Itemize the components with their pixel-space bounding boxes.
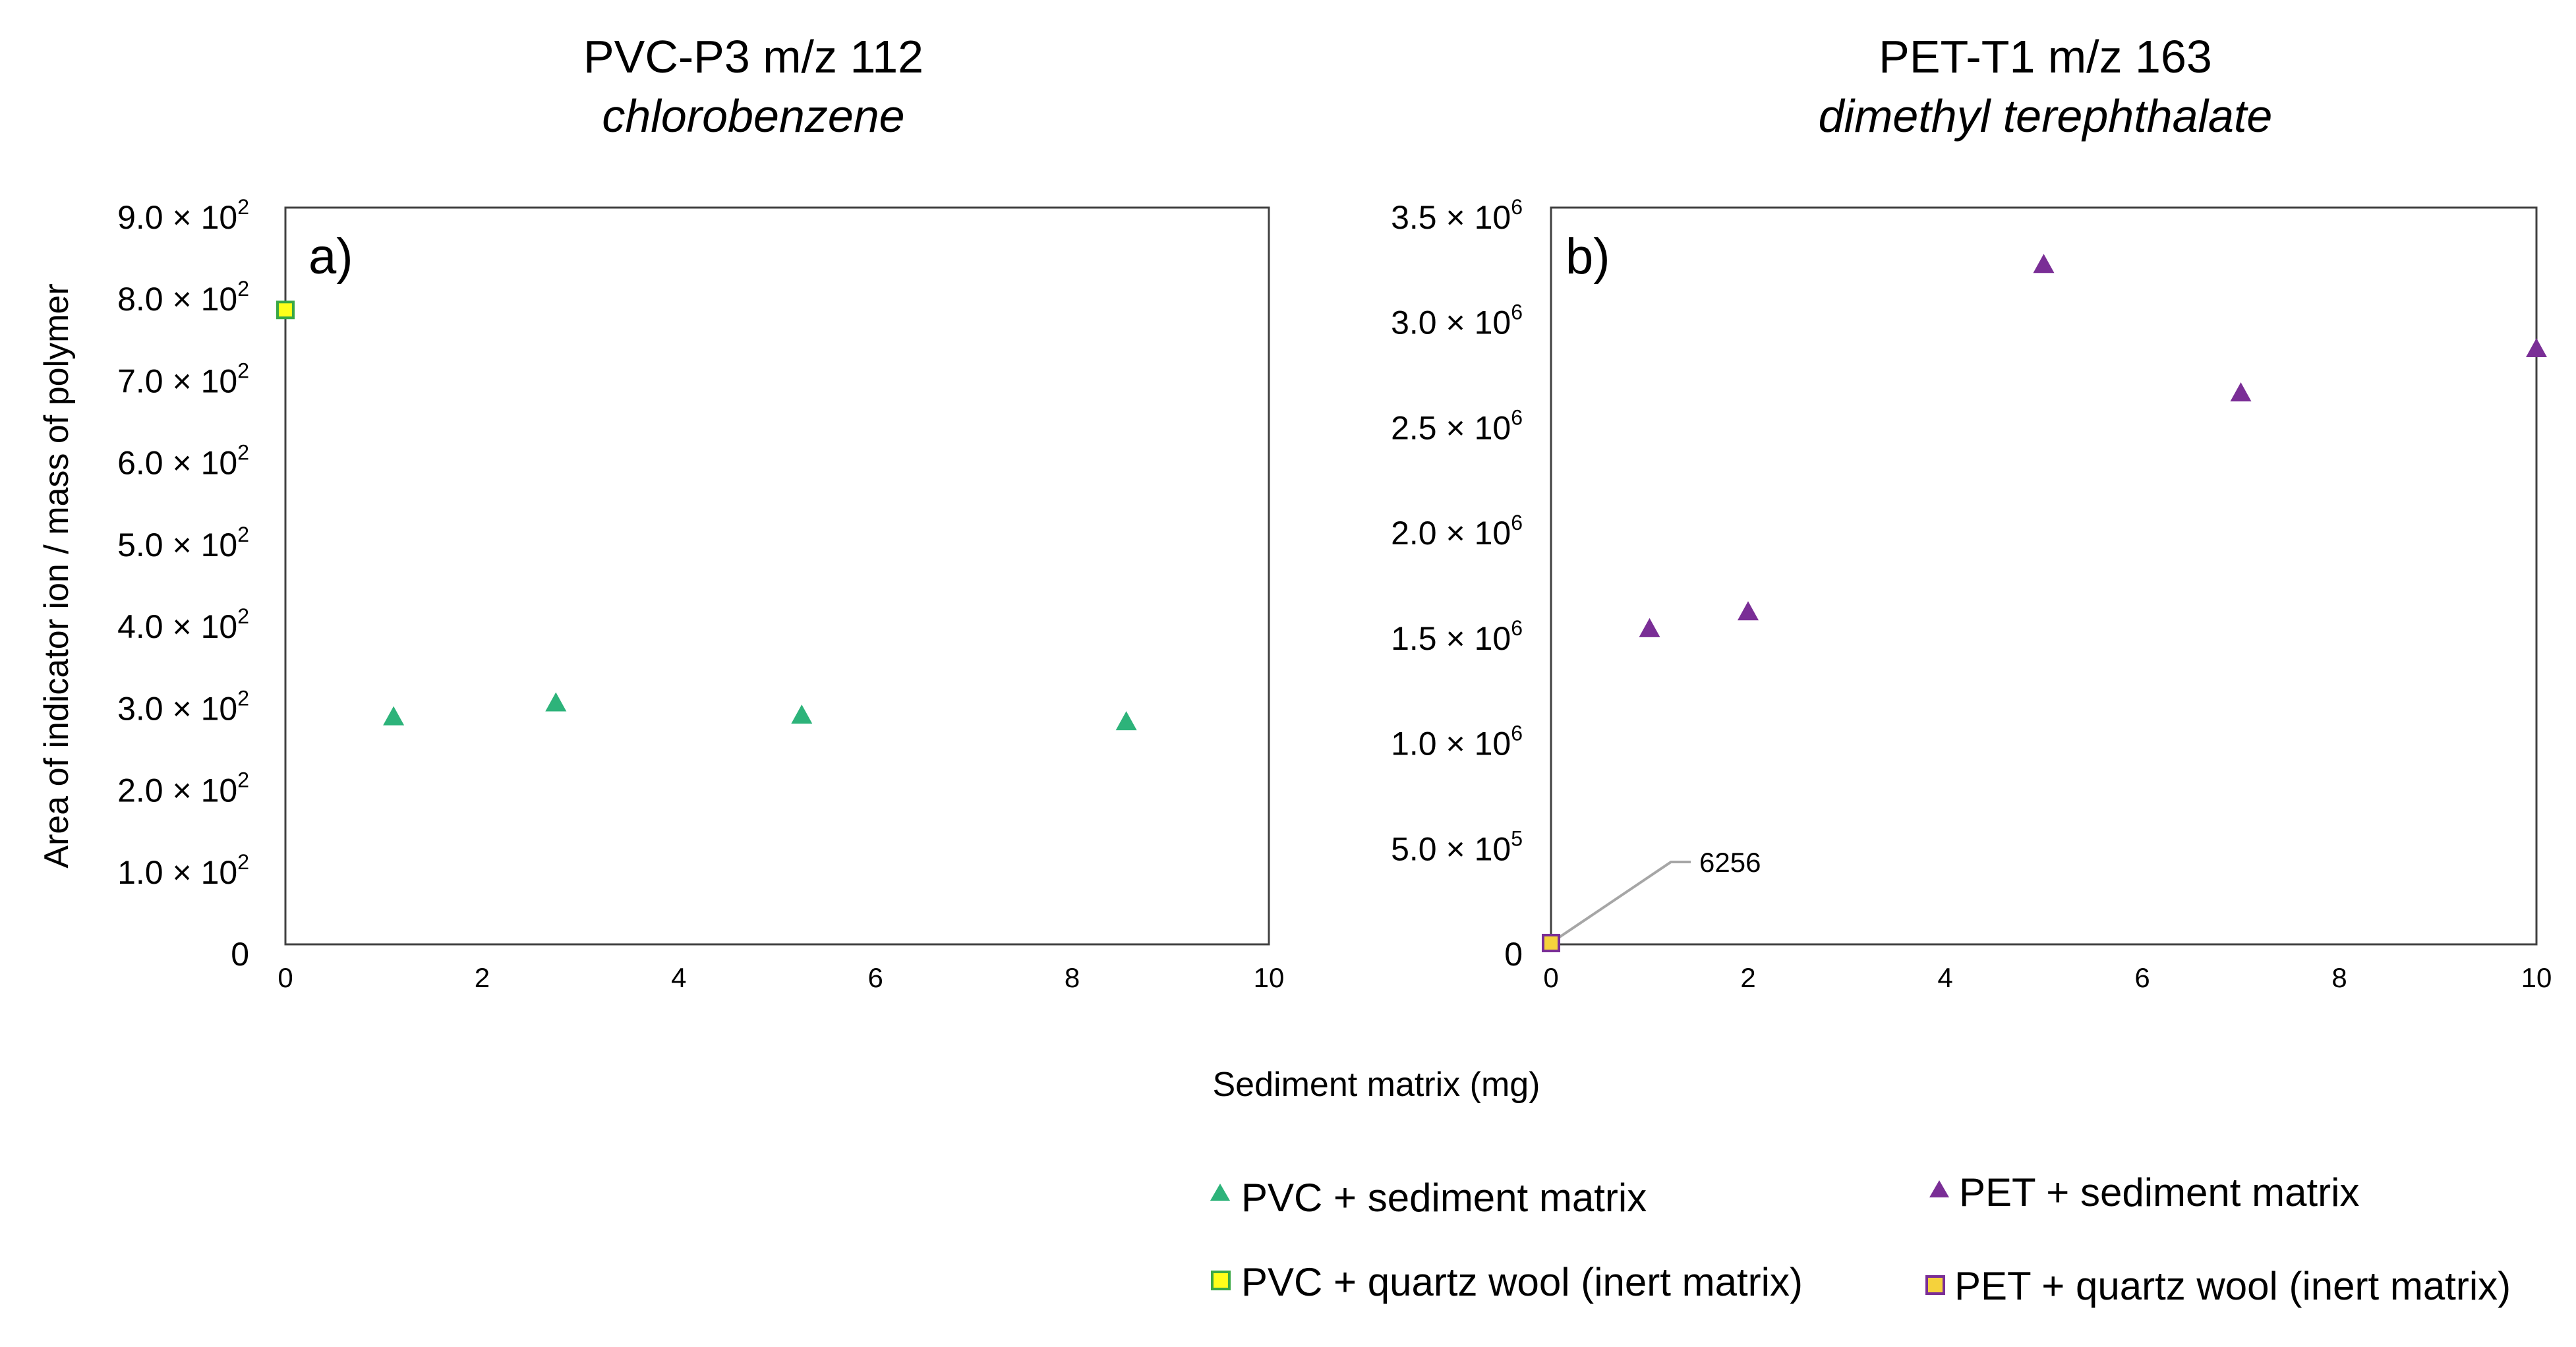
panel-b-y-ticks: 0 5.0 × 105 1.0 × 106 1.5 × 106 2.0 × 106 2.5… bbox=[1391, 195, 1523, 973]
panel-b-y-tick-label: 2.5 × 106 bbox=[1391, 405, 1523, 446]
y-axis-label: Area of indicator ion / mass of polymer bbox=[38, 283, 76, 868]
panel-a-y-tick-label: 6.0 × 102 bbox=[117, 441, 249, 482]
data-point-triangle bbox=[2230, 382, 2252, 402]
panel-b: PET-T1 m/z 163 dimethyl terephthalate b)… bbox=[1391, 31, 2552, 993]
panel-a: PVC-P3 m/z 112 chlorobenzene a) 0 1.0 × 1… bbox=[38, 31, 1284, 993]
panel-a-x-tick-label: 8 bbox=[1065, 962, 1080, 993]
panel-b-y-tick-label: 5.0 × 105 bbox=[1391, 826, 1523, 867]
data-point-triangle bbox=[383, 706, 405, 726]
data-point-square bbox=[276, 301, 295, 320]
panel-b-y-tick-label: 3.0 × 106 bbox=[1391, 301, 1523, 341]
panel-a-label: a) bbox=[308, 229, 353, 285]
panel-a-y-tick-label: 7.0 × 102 bbox=[117, 358, 249, 399]
panel-a-points bbox=[276, 301, 1137, 731]
panel-a-y-tick-label: 3.0 × 102 bbox=[117, 686, 249, 727]
panel-b-x-tick-label: 4 bbox=[1937, 962, 1952, 993]
data-point-triangle bbox=[2033, 254, 2055, 273]
data-point-square bbox=[1542, 934, 1560, 953]
data-point-triangle bbox=[1115, 711, 1137, 731]
annotation-leader-line bbox=[1552, 861, 1691, 942]
panel-a-x-tick-label: 10 bbox=[1254, 962, 1285, 993]
legend-marker-pvc-sediment bbox=[1210, 1184, 1230, 1201]
panel-b-points bbox=[1542, 254, 2547, 953]
panel-b-y-tick-label: 0 bbox=[1504, 936, 1523, 973]
legend-marker-pet-quartz bbox=[1925, 1275, 1945, 1295]
panel-a-y-tick-label: 5.0 × 102 bbox=[117, 523, 249, 563]
legend-item-pet-sediment: PET + sediment matrix bbox=[1929, 1170, 2359, 1215]
legend-item-pvc-sediment: PVC + sediment matrix bbox=[1210, 1176, 1647, 1220]
legend-item-pet-quartz: PET + quartz wool (inert matrix) bbox=[1925, 1264, 2511, 1308]
panel-b-label: b) bbox=[1566, 229, 1610, 285]
panel-b-subtitle: dimethyl terephthalate bbox=[1819, 90, 2273, 142]
panel-b-x-ticks: 0 2 4 6 8 10 bbox=[1543, 962, 2552, 993]
panel-a-title: PVC-P3 m/z 112 bbox=[583, 31, 923, 82]
panel-a-y-tick-label: 2.0 × 102 bbox=[117, 768, 249, 809]
panel-a-x-tick-label: 2 bbox=[475, 962, 490, 993]
panel-b-plot-area bbox=[1550, 206, 2538, 946]
legend-label-pvc-quartz: PVC + quartz wool (inert matrix) bbox=[1241, 1260, 1803, 1304]
panel-a-subtitle: chlorobenzene bbox=[602, 90, 904, 142]
panel-b-y-tick-label: 1.0 × 106 bbox=[1391, 722, 1523, 762]
data-point-triangle bbox=[545, 692, 567, 712]
legend-label-pvc-sediment: PVC + sediment matrix bbox=[1241, 1176, 1647, 1220]
panel-b-x-tick-label: 2 bbox=[1740, 962, 1755, 993]
panel-b-y-tick-label: 3.5 × 106 bbox=[1391, 195, 1523, 236]
panel-a-y-tick-label: 9.0 × 102 bbox=[117, 195, 249, 236]
panel-b-title: PET-T1 m/z 163 bbox=[1879, 31, 2212, 82]
data-point-triangle bbox=[791, 704, 813, 724]
panel-b-x-tick-label: 6 bbox=[2134, 962, 2150, 993]
panel-b-y-tick-label: 1.5 × 106 bbox=[1391, 616, 1523, 657]
legend-label-pet-quartz: PET + quartz wool (inert matrix) bbox=[1954, 1264, 2511, 1308]
x-axis-label: Sediment matrix (mg) bbox=[1213, 1066, 1540, 1104]
panel-a-y-tick-label: 8.0 × 102 bbox=[117, 277, 249, 318]
panel-a-x-tick-label: 4 bbox=[671, 962, 686, 993]
panel-b-x-tick-label: 0 bbox=[1543, 962, 1558, 993]
panel-a-y-tick-label: 4.0 × 102 bbox=[117, 604, 249, 645]
legend-item-pvc-quartz: PVC + quartz wool (inert matrix) bbox=[1211, 1260, 1803, 1304]
legend-marker-pet-sediment bbox=[1929, 1180, 1949, 1197]
panel-a-x-tick-label: 6 bbox=[868, 962, 883, 993]
panel-b-annotation: 6256 bbox=[1552, 847, 1761, 942]
panel-a-y-tick-label: 1.0 × 102 bbox=[117, 850, 249, 891]
legend-label-pet-sediment: PET + sediment matrix bbox=[1959, 1170, 2359, 1215]
panel-b-y-tick-label: 2.0 × 106 bbox=[1391, 511, 1523, 552]
panel-b-x-tick-label: 10 bbox=[2521, 962, 2552, 993]
data-point-triangle bbox=[1639, 617, 1660, 637]
panel-a-x-ticks: 0 2 4 6 8 10 bbox=[278, 962, 1284, 993]
panel-a-plot-area bbox=[284, 206, 1270, 946]
panel-a-y-tick-label: 0 bbox=[231, 936, 249, 973]
panel-a-y-ticks: 0 1.0 × 102 2.0 × 102 3.0 × 102 4.0 × 102 5.0… bbox=[117, 195, 249, 973]
data-point-triangle bbox=[1738, 601, 1759, 621]
data-point-triangle bbox=[2526, 338, 2547, 358]
annotation-label: 6256 bbox=[1699, 847, 1761, 878]
panel-a-x-tick-label: 0 bbox=[278, 962, 293, 993]
legend: PVC + sediment matrix PET + sediment mat… bbox=[1210, 1170, 2511, 1308]
panel-b-x-tick-label: 8 bbox=[2331, 962, 2347, 993]
legend-marker-pvc-quartz bbox=[1211, 1271, 1231, 1290]
